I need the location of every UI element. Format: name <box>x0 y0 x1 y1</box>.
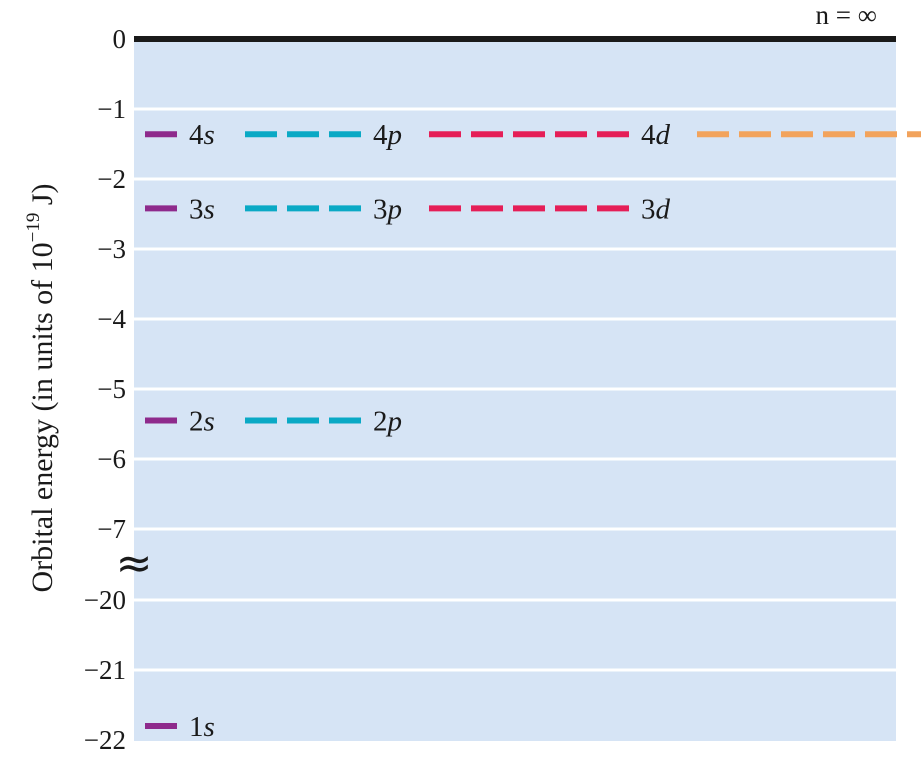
gridline-layer <box>134 36 896 672</box>
subshell-1s: 1s <box>145 711 215 743</box>
subshell-4f: 4f <box>697 131 921 138</box>
y-tick-label: −7 <box>97 514 126 544</box>
subshell-4p: 4p <box>245 119 402 151</box>
y-tick-label: −5 <box>97 374 126 404</box>
subshell-3s: 3s <box>145 193 215 225</box>
y-tick-label: −22 <box>84 725 126 755</box>
subshell-4s: 4s <box>145 119 215 151</box>
subshell-2p: 2p <box>245 406 402 438</box>
subshell-label: 2s <box>189 406 215 438</box>
y-tick-label: −3 <box>97 234 126 264</box>
y-tick-label: −21 <box>84 655 126 685</box>
y-tick-label: 0 <box>113 24 127 54</box>
y-tick-label: −4 <box>97 304 126 334</box>
subshell-label: 3p <box>373 193 402 225</box>
subshell-3p: 3p <box>245 193 402 225</box>
y-tick-label: −1 <box>97 94 126 124</box>
y-tick-label: −20 <box>84 585 126 615</box>
axis-break-mark: ≈ <box>116 538 153 589</box>
subshell-label: 4d <box>641 119 671 151</box>
y-tick-label: −6 <box>97 444 126 474</box>
y-axis-label: Orbital energy (in units of 10−19 J) <box>23 183 59 592</box>
subshell-label: 1s <box>189 711 215 743</box>
subshell-2s: 2s <box>145 406 215 438</box>
subshell-label: 3d <box>641 193 671 225</box>
subshell-label: 3s <box>189 193 215 225</box>
y-axis-label-exponent: −19 <box>23 213 44 243</box>
tick-label-layer: 0 −1 −2 −3 −4 −5 −6 −7 −20 −21 −22 <box>84 24 127 755</box>
subshell-3d: 3d <box>429 193 671 225</box>
n-infinity-label: n = ∞ <box>816 0 877 30</box>
subshell-4d: 4d <box>429 119 671 151</box>
subshell-label: 4p <box>373 119 402 151</box>
subshell-label: 4s <box>189 119 215 151</box>
orbital-layer: 1s 2s 2p 3s 3p 3d 4s 4p 4d 4f <box>145 119 921 743</box>
y-tick-label: −2 <box>97 164 126 194</box>
subshell-label: 2p <box>373 406 402 438</box>
